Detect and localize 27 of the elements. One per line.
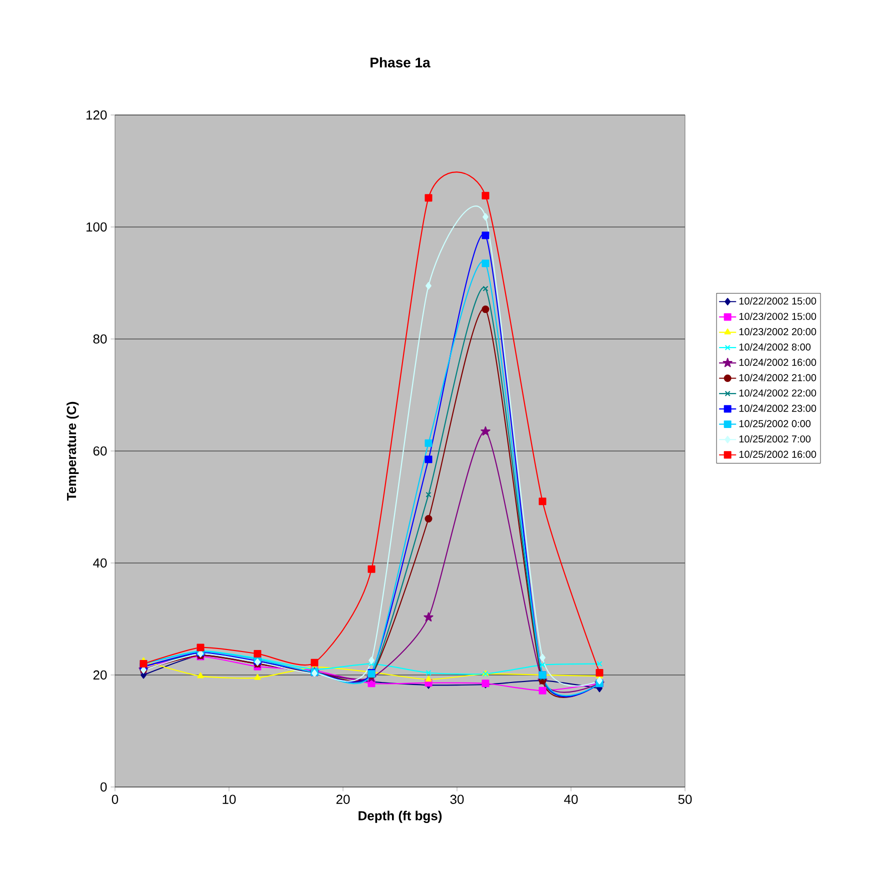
x-tick-label: 0	[112, 794, 118, 804]
legend-label: 10/25/2002 0:00	[739, 420, 811, 428]
x-tick-label: 10	[222, 794, 236, 804]
legend-label: 10/25/2002 7:00	[739, 435, 811, 443]
y-axis-title: Temperature (C)	[66, 402, 79, 501]
x-tick-label: 50	[678, 794, 692, 804]
legend-label: 10/24/2002 21:00	[739, 374, 816, 382]
y-tick-label: 60	[93, 446, 107, 456]
legend-label: 10/24/2002 8:00	[739, 343, 811, 351]
y-tick-label: 80	[93, 334, 107, 344]
x-tick-label: 40	[564, 794, 578, 804]
legend-label: 10/25/2002 16:00	[739, 450, 816, 458]
x-tick-label: 20	[336, 794, 350, 804]
legend-label: 10/24/2002 23:00	[739, 404, 816, 412]
y-tick-label: 0	[100, 782, 107, 792]
chart-title: Phase 1a	[370, 57, 430, 68]
x-tick-label: 30	[450, 794, 464, 804]
y-tick-label: 40	[93, 558, 107, 568]
legend-label: 10/24/2002 16:00	[739, 358, 816, 366]
x-axis-title: Depth (ft bgs)	[358, 810, 442, 823]
legend-label: 10/23/2002 15:00	[739, 312, 816, 320]
legend-label: 10/24/2002 22:00	[739, 389, 816, 397]
y-tick-label: 120	[86, 110, 107, 120]
legend-label: 10/22/2002 15:00	[739, 297, 816, 305]
y-tick-label: 20	[93, 670, 107, 680]
legend-label: 10/23/2002 20:00	[739, 328, 816, 336]
y-tick-label: 100	[86, 222, 107, 232]
